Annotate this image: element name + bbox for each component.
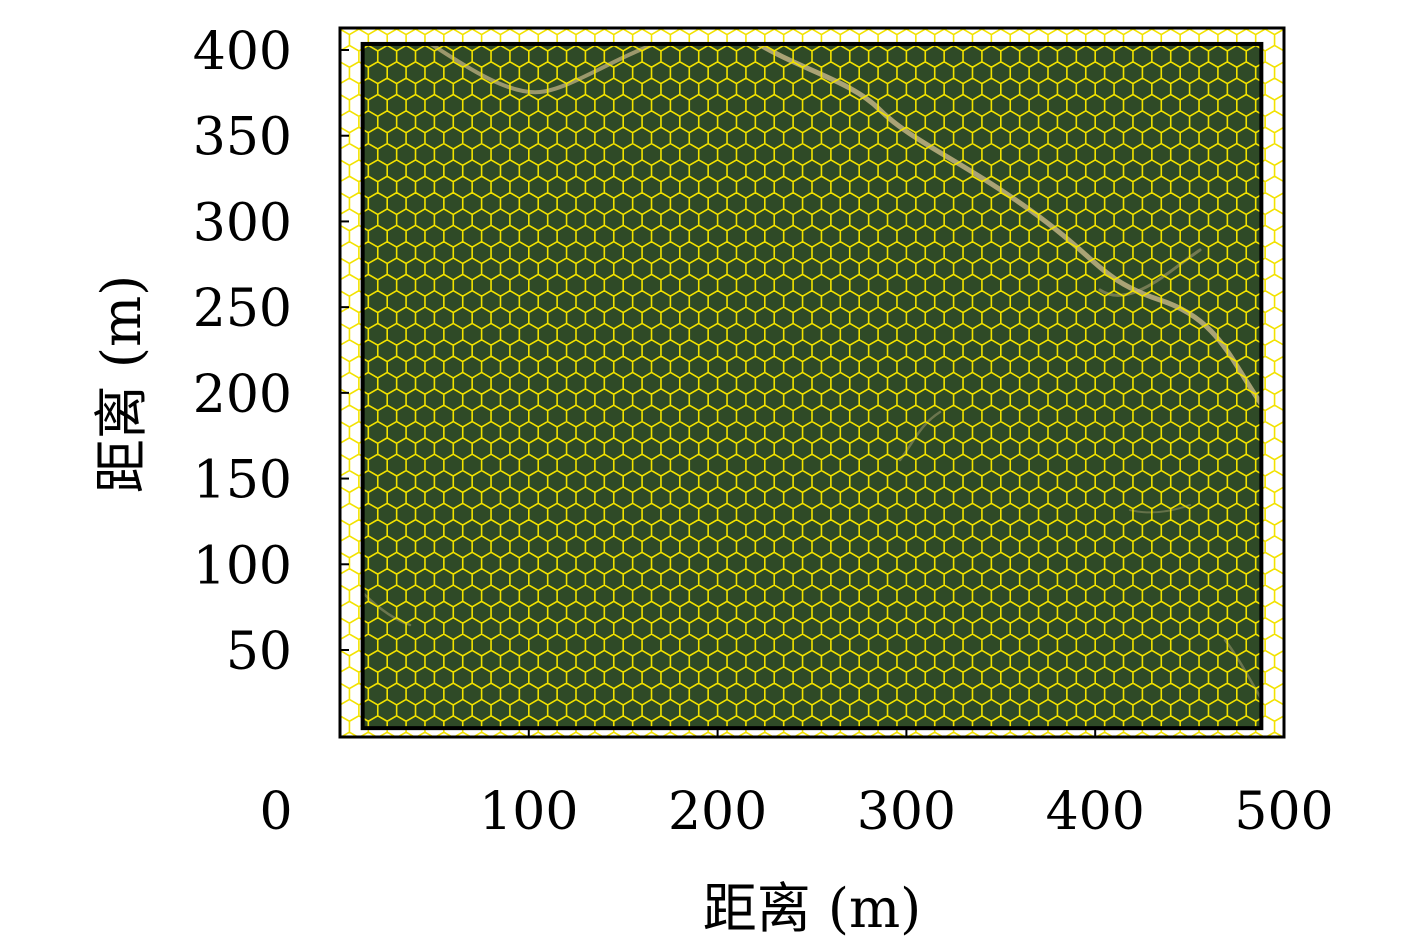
y-tick-label: 50 bbox=[226, 622, 292, 682]
x-tick-label: 400 bbox=[1046, 782, 1145, 842]
y-tick-label: 150 bbox=[193, 451, 292, 511]
y-tick-label: 100 bbox=[193, 536, 292, 596]
axis-ticks bbox=[339, 49, 1285, 737]
axis-tick-labels: 0 100 200 300 400 500 50 100 150 200 250 300 350 400 bbox=[193, 22, 1334, 842]
x-axis-label: 距离 (m) bbox=[703, 877, 922, 940]
y-tick-label: 300 bbox=[193, 193, 292, 253]
road-line bbox=[1223, 638, 1262, 702]
road-line bbox=[898, 410, 942, 462]
x-tick-label: 300 bbox=[857, 782, 956, 842]
y-tick-label: 250 bbox=[193, 279, 292, 339]
x-tick-label: 200 bbox=[668, 782, 767, 842]
x-tick-label: 100 bbox=[479, 782, 578, 842]
y-axis-label: 距离 (m) bbox=[90, 275, 153, 494]
y-tick-label: 350 bbox=[193, 108, 292, 168]
y-tick-label: 400 bbox=[193, 22, 292, 82]
image-frame bbox=[360, 41, 1264, 731]
axes-frame bbox=[338, 26, 1286, 739]
y-tick-label: 200 bbox=[193, 365, 292, 425]
x-tick-label: 500 bbox=[1234, 782, 1333, 842]
x-tick-label: 0 bbox=[259, 782, 292, 842]
